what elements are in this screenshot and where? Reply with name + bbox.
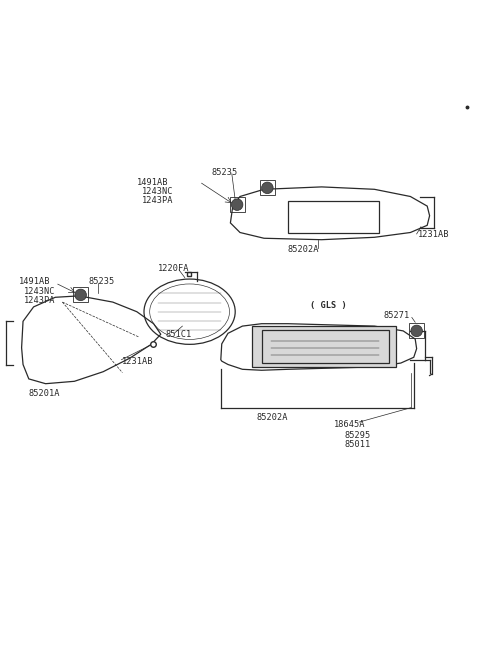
Text: 85271: 85271 (384, 311, 410, 319)
Text: ( GLS ): ( GLS ) (310, 301, 347, 310)
Text: 85011: 85011 (345, 440, 371, 449)
Text: 85295: 85295 (345, 430, 371, 440)
Text: 1243NC: 1243NC (142, 187, 173, 196)
Circle shape (411, 325, 422, 336)
Text: 851C1: 851C1 (166, 330, 192, 339)
Text: 1243PA: 1243PA (24, 296, 56, 305)
Text: 1220FA: 1220FA (158, 264, 190, 273)
Text: 85235: 85235 (211, 168, 238, 177)
Text: 85235: 85235 (89, 277, 115, 286)
Circle shape (75, 289, 86, 301)
Text: 1243PA: 1243PA (142, 196, 173, 205)
Text: 1231AB: 1231AB (122, 357, 154, 366)
Text: 18645A: 18645A (334, 420, 365, 429)
Text: 1491AB: 1491AB (19, 277, 51, 286)
Circle shape (231, 199, 243, 210)
Text: 1231AB: 1231AB (418, 231, 449, 239)
Text: 85202A: 85202A (257, 413, 288, 422)
Text: 85202A: 85202A (288, 245, 320, 254)
Circle shape (262, 182, 273, 194)
Polygon shape (252, 326, 396, 367)
Text: 1243NC: 1243NC (24, 286, 56, 296)
Text: 85201A: 85201A (29, 389, 60, 397)
Text: 1491AB: 1491AB (137, 177, 168, 187)
